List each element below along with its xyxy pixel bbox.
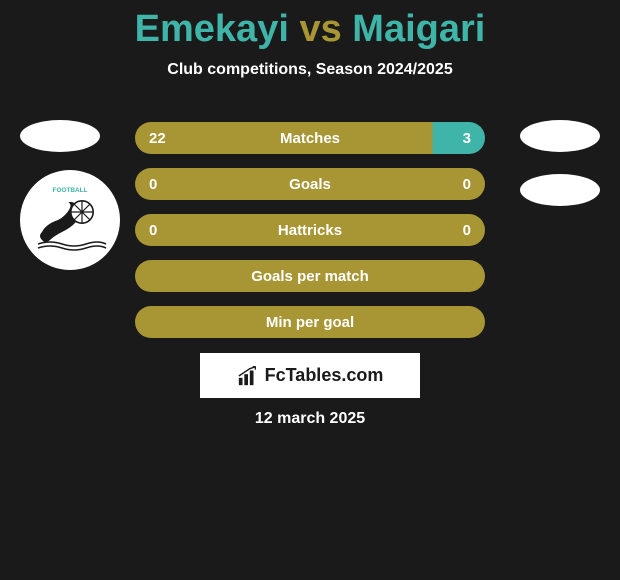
stat-label: Goals per match: [135, 268, 485, 285]
player2-name: Maigari: [352, 8, 485, 50]
stat-right-value: 0: [463, 176, 471, 193]
player1-badge: [20, 120, 100, 152]
date-text: 12 march 2025: [0, 410, 620, 428]
stat-left-value: 0: [149, 222, 157, 239]
stat-bar-min-per-goal: Min per goal: [135, 306, 485, 338]
stat-left-value: 0: [149, 176, 157, 193]
player2-badge-2: [520, 174, 600, 206]
stat-bar-hattricks: 0 Hattricks 0: [135, 214, 485, 246]
stat-right-value: 3: [463, 130, 471, 147]
stat-label: Min per goal: [135, 314, 485, 331]
stats-container: 22 Matches 3 0 Goals 0 0 Hattricks 0 Goa…: [135, 122, 485, 352]
stat-right-value: 0: [463, 222, 471, 239]
stat-bar-goals-per-match: Goals per match: [135, 260, 485, 292]
chart-icon: [237, 365, 259, 387]
stat-left-value: 22: [149, 130, 166, 147]
dolphin-icon: FOOTBALL: [30, 180, 110, 260]
stat-label: Hattricks: [135, 222, 485, 239]
stat-label: Goals: [135, 176, 485, 193]
fctables-attribution: FcTables.com: [200, 353, 420, 398]
stat-bar-matches: 22 Matches 3: [135, 122, 485, 154]
team-logo: FOOTBALL: [20, 170, 120, 270]
stat-label: Matches: [135, 130, 485, 147]
stat-bar-goals: 0 Goals 0: [135, 168, 485, 200]
comparison-title: Emekayi vs Maigari: [0, 0, 620, 51]
player2-badge-1: [520, 120, 600, 152]
player1-name: Emekayi: [135, 8, 289, 50]
subtitle: Club competitions, Season 2024/2025: [0, 61, 620, 79]
vs-text: vs: [299, 8, 341, 50]
site-name: FcTables.com: [265, 365, 384, 386]
svg-text:FOOTBALL: FOOTBALL: [53, 187, 88, 194]
